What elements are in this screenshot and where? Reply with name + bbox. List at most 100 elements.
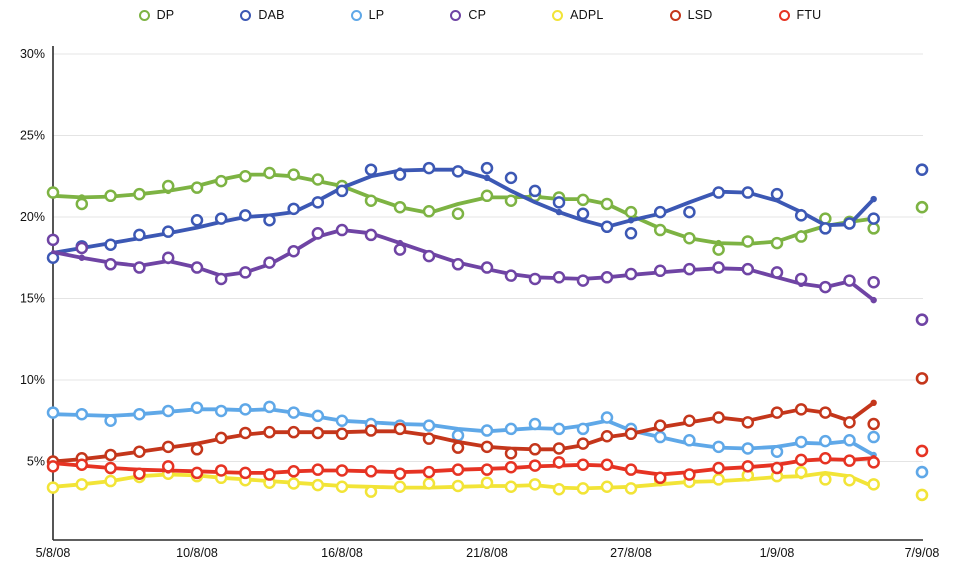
poll-marker-LP [528, 417, 542, 431]
poll-marker-CP [263, 256, 276, 269]
poll-marker-ADPL [393, 480, 407, 494]
poll-marker-LSD [287, 425, 300, 439]
result-marker-DAB [915, 163, 929, 177]
poll-marker-DAB [104, 238, 117, 251]
trend-dot-DAB [627, 217, 635, 224]
poll-marker-DP [214, 174, 228, 188]
poll-marker-CP [528, 272, 542, 286]
poll-marker-LP [287, 406, 300, 419]
poll-marker-LP [75, 407, 89, 421]
x-tick-label: 7/9/08 [905, 546, 940, 560]
poll-marker-LSD [712, 411, 725, 424]
poll-marker-DAB [504, 171, 518, 185]
result-marker-CP [915, 313, 929, 326]
trend-dot-CP [78, 254, 86, 261]
poll-marker-ADPL [364, 485, 378, 498]
poll-marker-FTU [712, 461, 725, 475]
legend-label-adpl: ADPL [570, 8, 604, 22]
x-tick-label: 21/8/08 [466, 546, 508, 560]
poll-marker-DP [393, 200, 407, 214]
legend-item-ftu: FTU [778, 8, 822, 22]
ftu-legend-marker-icon [778, 9, 790, 21]
poll-marker-LP [504, 422, 518, 436]
legend-label-dab: DAB [258, 8, 285, 22]
poll-marker-DP [311, 173, 325, 186]
poll-marker-DAB [867, 212, 880, 225]
poll-marker-LP [161, 404, 175, 418]
poll-marker-CP [712, 261, 725, 274]
poll-marker-LP [576, 422, 590, 436]
poll-marker-DAB [263, 214, 276, 227]
poll-marker-CP [794, 272, 808, 286]
poll-marker-DAB [683, 205, 696, 219]
poll-marker-LSD [843, 416, 856, 429]
poll-marker-ADPL [75, 478, 89, 491]
poll-marker-DP [504, 194, 518, 207]
x-tick-label: 1/9/08 [760, 546, 795, 560]
poll-marker-LSD [190, 443, 204, 456]
result-marker-FTU [915, 444, 929, 458]
poll-marker-DAB [741, 186, 755, 199]
y-tick-label: 30% [20, 47, 45, 61]
poll-marker-LSD [311, 426, 325, 440]
trend-dot-DAB [555, 208, 563, 216]
poll-marker-CP [552, 271, 566, 284]
poll-marker-ADPL [552, 482, 566, 496]
poll-marker-LSD [576, 437, 590, 450]
poll-marker-CP [451, 258, 465, 271]
poll-marker-DP [653, 223, 667, 237]
poll-marker-LSD [393, 422, 407, 436]
poll-marker-CP [393, 243, 407, 256]
poll-marker-LP [794, 435, 808, 449]
legend-item-dp: DP [138, 8, 175, 22]
poll-marker-FTU [576, 458, 590, 472]
poll-marker-DP [770, 236, 784, 250]
poll-marker-LSD [214, 431, 228, 445]
poll-marker-CP [867, 275, 880, 289]
poll-marker-LSD [451, 441, 465, 454]
poll-marker-LP [451, 429, 465, 442]
poll-marker-DAB [133, 228, 146, 242]
poll-marker-DAB [239, 209, 252, 222]
poll-marker-FTU [867, 456, 880, 469]
poll-marker-DAB [624, 227, 638, 240]
poll-marker-DAB [311, 196, 325, 209]
poll-marker-ADPL [600, 480, 614, 494]
poll-marker-DP [263, 166, 276, 180]
poll-marker-CP [683, 262, 696, 276]
poll-marker-ADPL [104, 474, 117, 488]
poll-marker-DAB [451, 165, 465, 178]
poll-marker-LP [422, 419, 436, 432]
poll-marker-LP [335, 414, 349, 427]
poll-marker-CP [364, 228, 378, 242]
poll-marker-FTU [190, 466, 204, 480]
poll-marker-CP [843, 274, 856, 287]
poll-marker-FTU [653, 471, 667, 485]
poll-marker-ADPL [528, 478, 542, 491]
poll-marker-ADPL [624, 482, 638, 495]
poll-marker-LP [214, 404, 228, 418]
poll-marker-DAB [794, 209, 808, 222]
poll-marker-CP [190, 261, 204, 274]
poll-marker-FTU [335, 464, 349, 477]
poll-marker-FTU [263, 468, 276, 481]
poll-marker-DP [741, 235, 755, 248]
poll-marker-DP [480, 189, 494, 203]
poll-marker-DP [422, 205, 436, 218]
poll-marker-DP [624, 205, 638, 219]
poll-marker-DAB [287, 202, 300, 216]
dab-legend-marker-icon [240, 9, 252, 21]
legend-item-lsd: LSD [669, 8, 713, 22]
adpl-legend-marker-icon [552, 9, 564, 21]
poll-marker-ADPL [712, 473, 725, 486]
poll-marker-DP [576, 193, 590, 207]
legend-label-lp: LP [368, 8, 385, 22]
poll-marker-LSD [741, 416, 755, 429]
poll-marker-FTU [480, 463, 494, 476]
result-marker-ADPL [915, 488, 929, 502]
poll-marker-FTU [393, 467, 407, 480]
poll-marker-LSD [794, 403, 808, 416]
poll-marker-DP [451, 207, 465, 220]
poll-marker-ADPL [867, 478, 880, 491]
